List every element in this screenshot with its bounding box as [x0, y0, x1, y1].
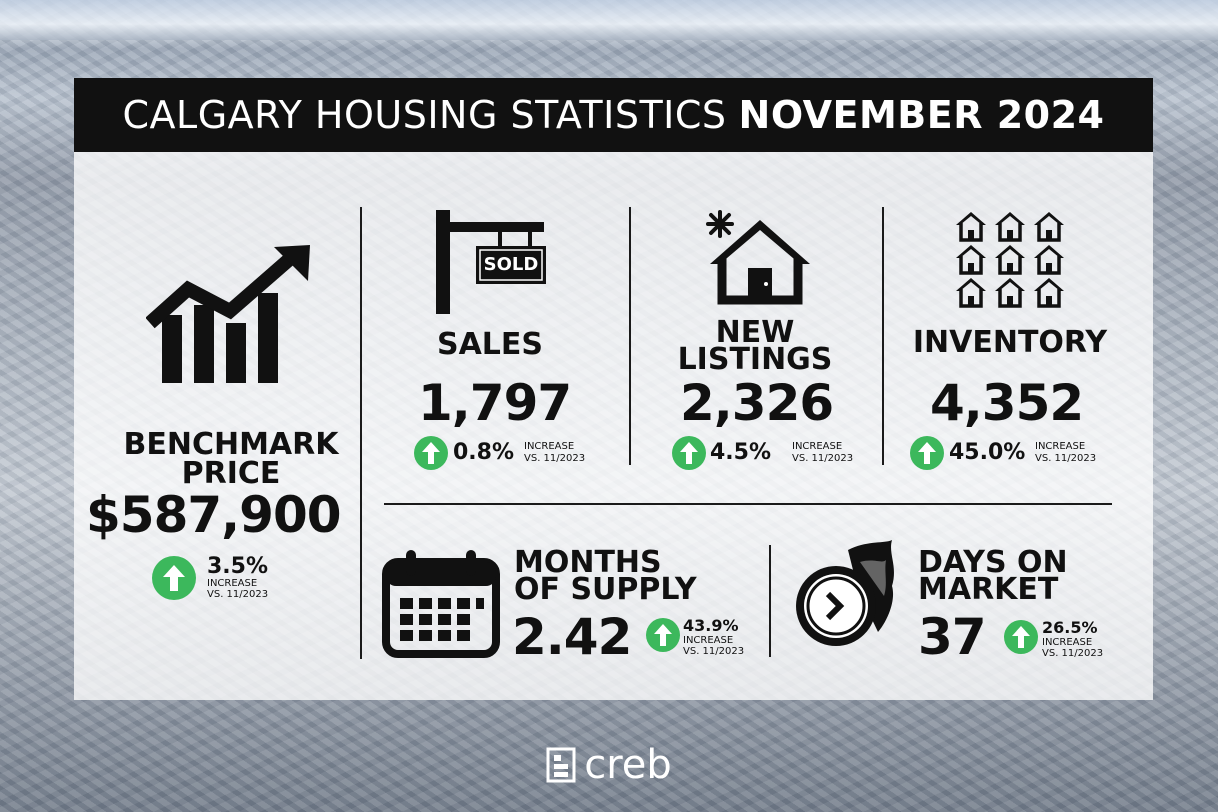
creb-logo-icon — [546, 747, 576, 783]
inventory-change: 45.0% — [949, 440, 1026, 465]
sales-value: 1,797 — [418, 374, 572, 432]
inventory-compare: VS. 11/2023 — [1035, 453, 1097, 464]
benchmark-up-arrow-icon — [152, 556, 196, 600]
benchmark-compare: VS. 11/2023 — [207, 589, 269, 600]
divider-vertical-sales — [629, 207, 631, 465]
sold-sign-icon — [436, 210, 546, 314]
trending-up-bar-chart-icon — [146, 245, 310, 383]
new-listings-value: 2,326 — [680, 374, 834, 432]
title-date: NOVEMBER 2024 — [738, 93, 1105, 137]
days-on-market-label-2: MARKET — [918, 572, 1059, 607]
title-bar: CALGARY HOUSING STATISTICS NOVEMBER 2024 — [74, 78, 1153, 152]
days-on-market-change-word: INCREASE — [1042, 637, 1093, 648]
houses-grid-icon — [956, 212, 1066, 308]
new-listings-up-arrow-icon — [672, 436, 706, 470]
days-on-market-label-1: DAYS ON — [918, 545, 1068, 580]
months-supply-change-word: INCREASE — [683, 635, 734, 646]
months-supply-up-arrow-icon — [646, 618, 680, 652]
inventory-value: 4,352 — [930, 374, 1084, 432]
new-listings-change-word: INCREASE — [792, 441, 843, 452]
fast-clock-icon — [796, 540, 894, 646]
benchmark-label-1: BENCHMARK — [123, 427, 339, 462]
divider-vertical-bottom — [769, 545, 771, 657]
stats-panel — [74, 152, 1153, 700]
background-mountains — [0, 0, 1218, 40]
benchmark-value: $587,900 — [86, 486, 342, 544]
days-on-market-value: 37 — [918, 608, 987, 666]
title-main: CALGARY HOUSING STATISTICS — [122, 93, 727, 137]
months-supply-compare: VS. 11/2023 — [683, 646, 745, 657]
new-listings-label-1: NEW — [715, 315, 795, 350]
inventory-up-arrow-icon — [910, 436, 944, 470]
days-on-market-change: 26.5% — [1042, 618, 1098, 637]
sales-change-word: INCREASE — [524, 441, 575, 452]
new-house-icon — [706, 210, 810, 305]
months-supply-label-1: MONTHS — [514, 545, 662, 580]
sales-change: 0.8% — [453, 440, 515, 465]
sold-sign-text: SOLD — [483, 254, 539, 275]
benchmark-change: 3.5% — [207, 554, 269, 579]
months-supply-change: 43.9% — [683, 616, 739, 635]
divider-vertical-listings — [882, 207, 884, 465]
inventory-change-word: INCREASE — [1035, 441, 1086, 452]
new-listings-compare: VS. 11/2023 — [792, 453, 854, 464]
months-supply-value: 2.42 — [512, 608, 632, 666]
sales-compare: VS. 11/2023 — [524, 453, 586, 464]
inventory-label: INVENTORY — [912, 325, 1108, 360]
new-listings-label-2: LISTINGS — [677, 342, 833, 377]
calendar-icon — [382, 550, 500, 658]
footer: creb — [0, 742, 1218, 788]
months-supply-label-2: OF SUPPLY — [514, 572, 697, 607]
sales-up-arrow-icon — [414, 436, 448, 470]
benchmark-change-word: INCREASE — [207, 578, 258, 589]
days-on-market-compare: VS. 11/2023 — [1042, 648, 1104, 659]
divider-horizontal — [384, 503, 1112, 505]
creb-brand-text: creb — [584, 742, 672, 788]
divider-vertical-main — [360, 207, 362, 659]
days-on-market-up-arrow-icon — [1004, 620, 1038, 654]
benchmark-label-2: PRICE — [181, 456, 281, 491]
sales-label: SALES — [436, 327, 544, 362]
new-listings-change: 4.5% — [710, 440, 772, 465]
